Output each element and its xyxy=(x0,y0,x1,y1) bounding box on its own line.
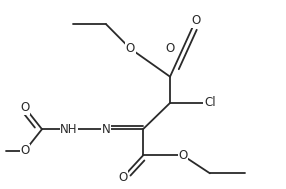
Text: Cl: Cl xyxy=(204,96,216,109)
Text: N: N xyxy=(102,123,110,136)
Text: O: O xyxy=(20,101,29,114)
Text: O: O xyxy=(20,144,29,157)
Text: O: O xyxy=(165,42,175,55)
Text: NH: NH xyxy=(60,123,78,136)
Text: O: O xyxy=(178,149,187,162)
Text: O: O xyxy=(118,170,128,184)
Text: O: O xyxy=(126,42,135,55)
Text: O: O xyxy=(191,14,200,27)
